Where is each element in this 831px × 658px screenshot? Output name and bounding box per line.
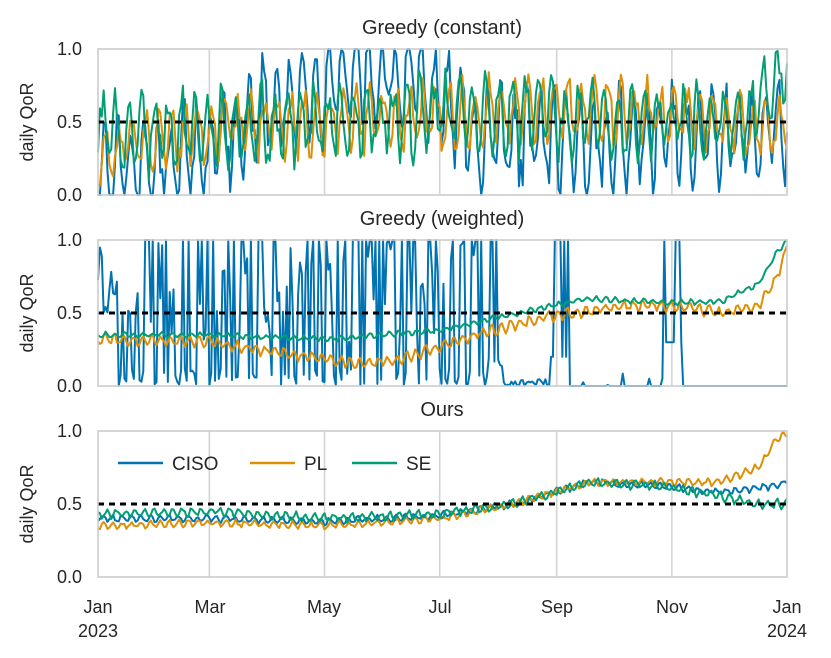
x-tick-label: Sep — [541, 597, 573, 617]
plot-frame — [97, 430, 788, 578]
y-axis-label: daily QoR — [17, 273, 37, 352]
y-tick-label: 1.0 — [57, 39, 82, 59]
y-tick-label: 1.0 — [57, 421, 82, 441]
plot-frame — [97, 48, 788, 196]
y-axis-label: daily QoR — [17, 82, 37, 161]
x-tick-label: Jan — [772, 597, 801, 617]
panel-greedy-weighted: Greedy (weighted) daily QoR 1.0 0.5 0.0 — [17, 208, 788, 396]
y-tick-label: 0.5 — [57, 112, 82, 132]
panel-title: Ours — [420, 399, 463, 421]
series-line-pl — [97, 245, 788, 370]
x-tick-label: Nov — [656, 597, 688, 617]
x-tick-label: Mar — [195, 597, 226, 617]
x-tick-label: Jul — [428, 597, 451, 617]
series-line-se — [97, 477, 788, 524]
y-axis-label: daily QoR — [17, 464, 37, 543]
panel-greedy-constant: Greedy (constant) daily QoR 1.0 0.5 0.0 — [17, 17, 788, 205]
x-tick-label: Jan — [83, 597, 112, 617]
y-tick-label: 0.5 — [57, 494, 82, 514]
y-tick-label: 0.5 — [57, 303, 82, 323]
legend: CISO PL SE — [118, 454, 431, 475]
series-line-pl — [97, 71, 788, 187]
series-line-pl — [97, 430, 788, 531]
x-tick-year: 2024 — [767, 621, 807, 641]
y-tick-label: 1.0 — [57, 230, 82, 250]
legend-label-pl: PL — [304, 454, 327, 475]
series-line-ciso — [97, 239, 787, 387]
legend-label-se: SE — [406, 454, 431, 475]
panel-title: Greedy (constant) — [362, 17, 522, 39]
panel-ours: Ours daily QoR 1.0 0.5 0.0 — [17, 399, 788, 587]
x-axis-ticks: Jan 2023 Mar May Jul Sep Nov Jan 2024 — [78, 597, 807, 641]
y-tick-label: 0.0 — [57, 376, 82, 396]
y-tick-label: 0.0 — [57, 567, 82, 587]
series-line-se — [97, 239, 788, 343]
x-tick-year: 2023 — [78, 621, 118, 641]
panel-title: Greedy (weighted) — [360, 208, 525, 230]
legend-label-ciso: CISO — [172, 454, 218, 475]
series-line-se — [97, 49, 788, 180]
x-tick-label: May — [307, 597, 341, 617]
plot-frame — [97, 239, 788, 387]
series-line-ciso — [98, 48, 788, 196]
y-tick-label: 0.0 — [57, 185, 82, 205]
